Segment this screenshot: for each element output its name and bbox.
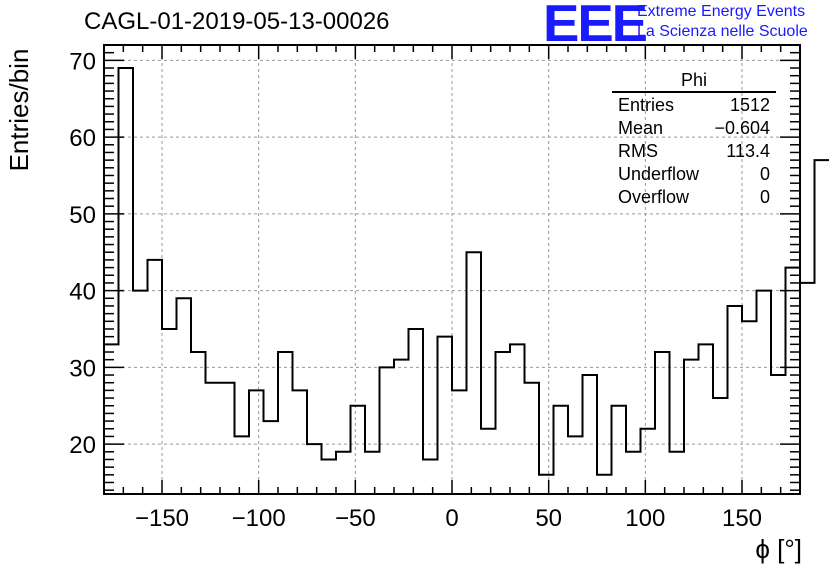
x-tick-label: 150: [722, 505, 762, 532]
axis-ticks: [103, 44, 801, 494]
stats-title: Phi: [612, 70, 776, 93]
y-tick-label: 40: [69, 279, 96, 306]
grid-lines: [104, 45, 800, 494]
stats-label: Underflow: [618, 164, 700, 184]
stats-box: Phi Entries 1512 Mean −0.604 RMS 113.4 U…: [612, 70, 776, 209]
histogram-outline: [104, 67, 829, 476]
y-tick-label: 50: [69, 202, 96, 229]
eee-logo: EEE: [543, 0, 648, 53]
stats-row-overflow: Overflow 0: [612, 186, 776, 209]
x-tick-label: −100: [232, 505, 286, 532]
stats-label: RMS: [618, 141, 658, 161]
logo-line-1: Extreme Energy Events: [637, 3, 806, 20]
stats-value: 0: [759, 164, 770, 184]
y-tick-label: 60: [69, 125, 96, 152]
x-axis-label: ϕ [°]: [755, 534, 802, 564]
x-tick-label: 50: [535, 505, 562, 532]
y-tick-label: 20: [69, 432, 96, 459]
stats-value: 1512: [729, 95, 770, 115]
stats-row-underflow: Underflow 0: [612, 163, 776, 186]
y-tick-label: 70: [69, 48, 96, 75]
tick-labels: −150 −100 −50 0 50 100 150 20 30 40 50 60 70: [69, 48, 762, 532]
x-tick-label: −150: [135, 505, 189, 532]
stats-label: Entries: [618, 95, 675, 115]
logo-line-2: La Scienza nelle Scuole: [637, 23, 808, 40]
stats-label: Overflow: [618, 187, 690, 207]
x-tick-label: 0: [445, 505, 458, 532]
chart-title: CAGL-01-2019-05-13-00026: [84, 8, 390, 35]
eee-logo-text: Extreme Energy Events La Scienza nelle S…: [637, 2, 808, 42]
stats-value: −0.604: [714, 118, 770, 138]
stats-value: 0: [759, 187, 770, 207]
stats-row-rms: RMS 113.4: [612, 140, 776, 163]
stats-row-entries: Entries 1512: [612, 94, 776, 117]
x-tick-label: 100: [625, 505, 665, 532]
y-tick-label: 30: [69, 355, 96, 382]
stats-row-mean: Mean −0.604: [612, 117, 776, 140]
stats-value: 113.4: [726, 141, 770, 161]
x-tick-label: −50: [335, 505, 376, 532]
y-axis-label: Entries/bin: [4, 48, 34, 172]
stats-label: Mean: [618, 118, 664, 138]
